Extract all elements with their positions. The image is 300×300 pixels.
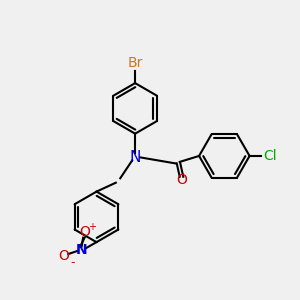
Text: O: O: [176, 173, 187, 187]
Text: Br: Br: [128, 56, 143, 70]
Text: -: -: [70, 256, 75, 268]
Text: Cl: Cl: [263, 149, 277, 163]
Text: N: N: [130, 150, 141, 165]
Text: +: +: [88, 222, 96, 232]
Text: O: O: [79, 225, 90, 239]
Text: N: N: [76, 243, 88, 256]
Text: O: O: [58, 248, 69, 262]
